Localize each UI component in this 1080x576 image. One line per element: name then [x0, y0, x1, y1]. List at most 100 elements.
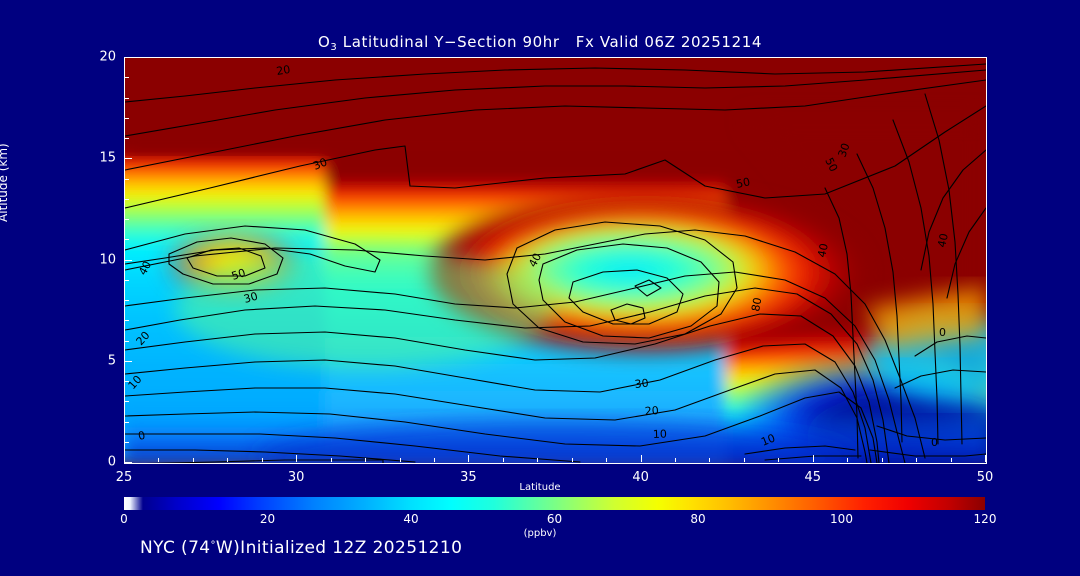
- x-tick-mark-minor: [606, 458, 608, 462]
- x-tick-mark-minor: [433, 458, 435, 462]
- y-tick-mark-minor: [125, 401, 129, 403]
- x-tick-mark-minor: [743, 458, 745, 462]
- colorbar-gradient: [124, 497, 985, 510]
- chart-title: O3 Latitudinal Y−Section 90hr Fx Valid 0…: [0, 33, 1080, 53]
- colorbar-tick-60: 60: [546, 512, 563, 526]
- x-tick-label-35: 35: [460, 470, 477, 485]
- y-tick-mark-minor: [125, 441, 129, 443]
- y-tick-mark: [125, 462, 132, 463]
- contour-label-0: 0: [137, 429, 147, 443]
- contour-label-10c: 10: [759, 431, 777, 448]
- y-tick-mark-minor: [125, 219, 129, 220]
- x-tick-mark-minor: [675, 458, 677, 462]
- contour-label-30c: 30: [242, 290, 259, 306]
- y-tick-mark-minor: [125, 300, 129, 301]
- contour-label-40d: 40: [935, 232, 951, 248]
- x-tick-mark-minor: [227, 458, 229, 462]
- contour-label-10: 10: [126, 373, 145, 392]
- y-tick-label-20: 20: [99, 49, 116, 65]
- footer-rest: W)Initialized 12Z 20251210: [215, 538, 463, 558]
- x-tick-mark-minor: [158, 458, 160, 462]
- ozone-contour-lines: 20 30 40 50 40 50 80 50 30 40 40 20 30 2…: [125, 63, 986, 463]
- y-tick-mark-minor: [125, 198, 129, 200]
- contour-label-30d: 30: [634, 377, 649, 391]
- y-tick-mark-minor: [125, 239, 129, 241]
- x-tick-mark-minor: [881, 458, 883, 462]
- footer-station: NYC (74: [140, 538, 211, 558]
- x-tick-mark-minor: [709, 458, 711, 462]
- contour-label-50b: 50: [735, 175, 751, 191]
- title-text: Latitudinal Y−Section 90hr Fx Valid 06Z …: [337, 33, 763, 51]
- x-tick-mark: [985, 455, 986, 462]
- title-species: O: [317, 33, 331, 51]
- x-tick-mark: [296, 455, 298, 462]
- x-tick-mark-minor: [916, 458, 918, 462]
- colorbar[interactable]: [124, 497, 985, 510]
- y-tick-mark-minor: [125, 178, 129, 180]
- contour-label-20: 20: [275, 63, 291, 78]
- x-tick-mark-minor: [950, 458, 952, 462]
- x-tick-label-25: 25: [115, 470, 133, 485]
- y-tick-label-0: 0: [107, 454, 116, 470]
- plot-area[interactable]: 20 30 40 50 40 50 80 50 30 40 40 20 30 2…: [124, 57, 987, 464]
- x-tick-mark-minor: [330, 458, 332, 462]
- y-tick-mark-minor: [125, 340, 129, 342]
- y-tick-label-10: 10: [99, 252, 116, 267]
- colorbar-tick-120: 120: [973, 512, 997, 526]
- y-tick-mark-minor: [125, 117, 129, 119]
- colorbar-tick-80: 80: [690, 512, 706, 526]
- y-tick-mark-minor: [125, 138, 129, 139]
- y-tick-mark: [125, 259, 132, 261]
- contour-label-50c: 50: [822, 156, 840, 174]
- x-axis-label: Latitude: [519, 482, 561, 493]
- y-tick-label-5: 5: [107, 353, 116, 369]
- contour-label-0b: 0: [931, 436, 938, 449]
- degree-symbol: °: [210, 540, 216, 551]
- colorbar-tick-0: 0: [120, 512, 128, 526]
- y-tick-mark-minor: [125, 421, 129, 423]
- colorbar-tick-40: 40: [403, 512, 419, 526]
- contour-label-30: 30: [311, 155, 329, 172]
- y-tick-mark-minor: [125, 320, 129, 322]
- x-tick-label-45: 45: [804, 470, 822, 485]
- x-tick-mark-minor: [502, 458, 504, 462]
- x-tick-mark-minor: [261, 458, 263, 462]
- x-tick-mark-minor: [847, 458, 849, 462]
- contour-label-20d: 20: [644, 404, 659, 418]
- x-tick-mark-minor: [571, 458, 573, 462]
- colorbar-units: (ppbv): [523, 528, 557, 539]
- contour-label-50: 50: [230, 266, 247, 283]
- y-tick-label-15: 15: [99, 150, 116, 166]
- contour-label-0c: 0: [939, 326, 946, 339]
- y-tick-mark-minor: [125, 77, 129, 79]
- x-tick-label-40: 40: [632, 470, 649, 485]
- title-species-subscript: 3: [330, 42, 338, 53]
- footer-caption: NYC (74°W)Initialized 12Z 20251210: [140, 538, 462, 558]
- x-tick-mark-minor: [365, 458, 367, 462]
- contour-label-40c: 40: [815, 242, 831, 258]
- y-tick-mark: [125, 57, 132, 58]
- x-tick-mark-minor: [192, 458, 194, 462]
- y-tick-mark-minor: [125, 279, 129, 281]
- x-tick-mark-minor: [399, 458, 401, 462]
- x-tick-mark: [812, 455, 814, 462]
- y-tick-mark: [125, 158, 132, 160]
- contour-label-20c: 20: [134, 329, 153, 348]
- y-tick-mark-minor: [125, 381, 129, 382]
- colorbar-tick-20: 20: [259, 512, 276, 526]
- x-tick-label-30: 30: [287, 470, 305, 485]
- contour-label-10b: 10: [653, 428, 667, 441]
- contour-label-40: 40: [136, 259, 154, 277]
- x-tick-mark: [124, 455, 125, 462]
- contour-label-30b: 30: [836, 141, 853, 159]
- x-tick-label-50: 50: [976, 470, 994, 485]
- contour-label-80: 80: [749, 296, 764, 312]
- x-tick-mark: [468, 455, 470, 462]
- x-tick-mark-minor: [778, 458, 780, 462]
- colorbar-tick-100: 100: [830, 512, 853, 526]
- x-tick-mark-minor: [537, 458, 539, 462]
- x-tick-mark: [640, 455, 642, 462]
- y-tick-mark: [125, 360, 132, 362]
- contour-label-40b: 40: [526, 251, 544, 269]
